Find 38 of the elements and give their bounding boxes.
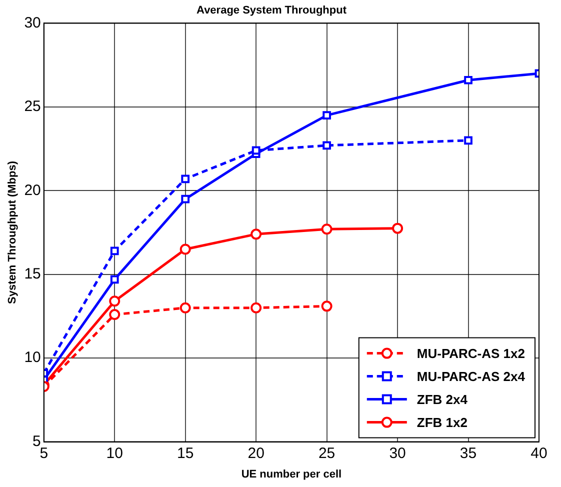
point (252, 146, 260, 155)
point (322, 141, 331, 150)
x-tick-label: 10 (106, 444, 123, 462)
y-tick-label: 10 (24, 349, 41, 366)
point (321, 300, 332, 312)
y-tick-label: 5 (32, 432, 41, 450)
point (181, 174, 190, 184)
x-tick-label: 15 (177, 444, 194, 462)
legend-label: MU-PARC-AS 1x2 (416, 346, 525, 361)
point (181, 194, 190, 204)
point (110, 275, 119, 284)
point (180, 302, 191, 314)
x-tick-label: 40 (530, 444, 548, 462)
point (322, 111, 331, 120)
y-axis-title: System Throughput (Mbps) (6, 160, 19, 304)
y-tick-label: 25 (24, 98, 41, 116)
y-tick-label: 30 (24, 14, 41, 32)
x-tick-label: 30 (389, 444, 406, 462)
y-tick-label: 15 (24, 266, 41, 282)
y-tick-label: 20 (24, 182, 41, 199)
x-axis-title: UE number per cell (241, 468, 342, 480)
point (250, 228, 262, 240)
point (109, 296, 120, 307)
legend-label: MU-PARC-AS 2x4 (416, 368, 526, 384)
point (392, 222, 404, 234)
legend-label: ZFB 1x2 (416, 414, 468, 430)
chart-title: Average System Throughput (196, 4, 347, 17)
x-tick-label: 25 (318, 444, 336, 462)
point (180, 244, 191, 255)
legend-label: ZFB 2x4 (416, 392, 468, 407)
point (464, 136, 472, 145)
x-tick-label: 20 (248, 444, 264, 462)
point (321, 224, 332, 235)
x-tick-label: 35 (460, 444, 477, 462)
point (109, 309, 120, 320)
point (464, 76, 472, 84)
point (250, 302, 262, 314)
point (110, 246, 119, 256)
